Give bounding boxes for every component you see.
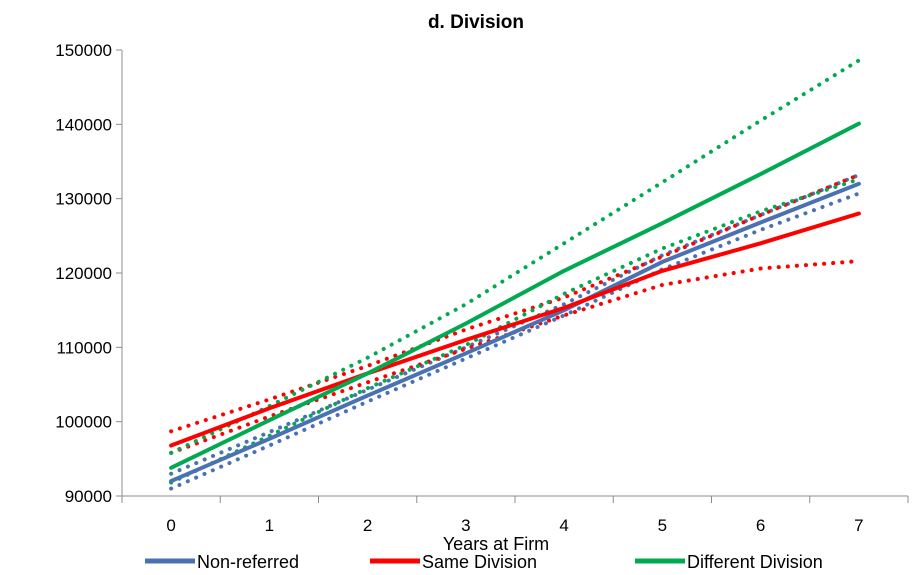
serieslayer (169, 58, 861, 491)
y-tick-label: 110000 (57, 338, 112, 357)
axislayer: 90000 100000 110000 120000 130000 140000 15000… (55, 41, 909, 535)
x-tick-label: 6 (756, 516, 765, 535)
y-tick-label: 120000 (55, 264, 112, 283)
x-axis-label: Years at Firm (443, 534, 549, 554)
y-tick-label: 100000 (55, 413, 112, 432)
legend-label: Same Division (422, 552, 537, 572)
x-tick-label: 5 (658, 516, 667, 535)
series-line-non-referred (169, 181, 861, 484)
legend-label: Different Division (687, 552, 823, 572)
y-tick-label: 150000 (55, 41, 112, 60)
confidence-band-line-1 (169, 191, 861, 491)
confidence-band-line-5 (169, 172, 861, 434)
confidence-band-line-7 (169, 177, 861, 485)
series-line-different-division (169, 121, 861, 470)
chart-title: d. Division (428, 12, 524, 33)
x-tick-label: 3 (461, 516, 470, 535)
x-tick-label: 1 (265, 516, 274, 535)
y-tick-label: 140000 (55, 115, 112, 134)
confidence-band-line-4 (169, 259, 861, 455)
y-tick-label: 130000 (55, 190, 112, 209)
x-tick-label: 7 (854, 516, 863, 535)
legend: Non-referred Same Division Different Divis… (145, 552, 823, 572)
confidence-band-line-8 (169, 58, 861, 455)
legend-label: Non-referred (197, 552, 299, 572)
x-tick-label: 4 (559, 516, 568, 535)
x-tick-label: 2 (363, 516, 372, 535)
x-tick-label: 0 (166, 516, 175, 535)
y-tick-label: 90000 (65, 487, 112, 506)
series-line-same-division (169, 211, 861, 448)
